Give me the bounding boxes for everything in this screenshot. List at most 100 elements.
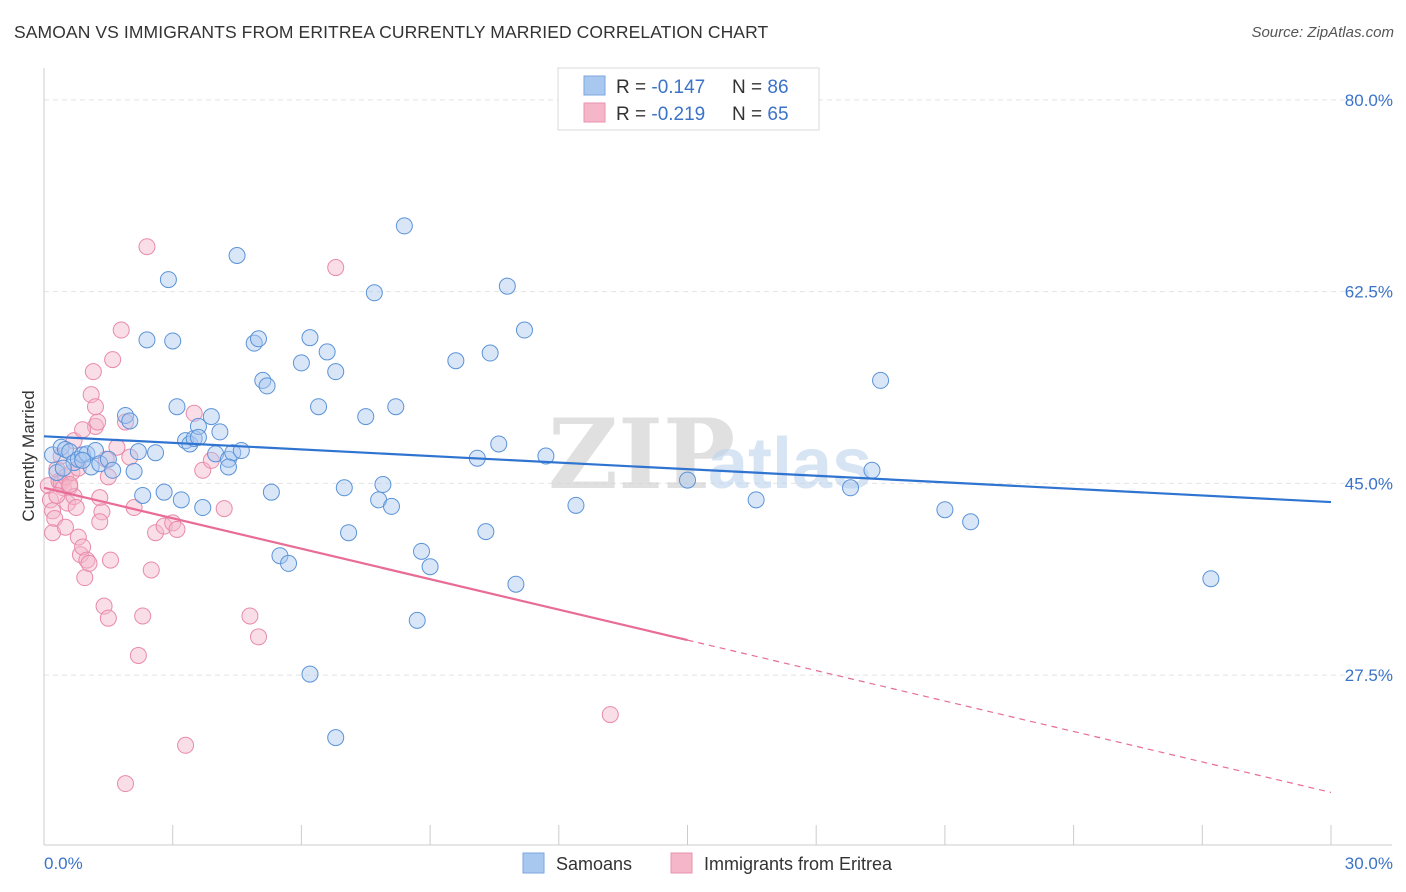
data-point xyxy=(138,331,156,349)
y-tick-label-2: 45.0% xyxy=(1345,474,1393,493)
bottom-legend-swatch-samoans xyxy=(522,852,545,874)
x-tick-labels: 0.0% 30.0% xyxy=(44,854,1393,873)
trend-line-0 xyxy=(43,435,1332,504)
data-point xyxy=(507,575,525,593)
legend-r-label-2: R = xyxy=(616,104,651,125)
data-point xyxy=(490,435,508,453)
data-point xyxy=(82,458,100,476)
trend-line-1 xyxy=(43,486,688,642)
watermark-zip: ZIP xyxy=(548,398,735,511)
bottom-legend-swatch-eritrea xyxy=(670,852,693,874)
data-point xyxy=(413,542,431,560)
data-point xyxy=(168,398,186,416)
data-point xyxy=(168,520,186,538)
data-point xyxy=(74,421,92,439)
data-point xyxy=(1202,570,1220,588)
trend-line-dashed-1 xyxy=(687,639,1332,793)
legend-r-value-1: -0.147 xyxy=(651,77,705,98)
series-points-1 xyxy=(39,238,619,793)
data-point xyxy=(155,483,173,501)
data-point xyxy=(318,343,336,361)
data-point xyxy=(219,458,237,476)
data-point xyxy=(99,609,117,627)
data-point xyxy=(327,259,345,277)
data-point xyxy=(335,479,353,497)
data-point xyxy=(74,538,92,556)
data-point xyxy=(69,528,87,546)
bottom-legend-samoans: Samoans xyxy=(556,854,632,874)
axes xyxy=(43,68,1392,846)
data-point xyxy=(537,447,555,465)
data-point xyxy=(147,444,165,462)
data-point xyxy=(89,413,107,431)
data-point xyxy=(104,461,122,479)
data-point xyxy=(936,501,954,519)
data-point xyxy=(567,496,585,514)
data-point xyxy=(129,443,147,461)
data-point xyxy=(202,408,220,426)
data-point xyxy=(250,330,267,348)
legend-n-value-1: 86 xyxy=(767,77,788,98)
data-point xyxy=(86,417,104,435)
data-point xyxy=(357,408,375,426)
data-point xyxy=(232,442,250,460)
data-point xyxy=(121,412,139,430)
trend-lines xyxy=(43,435,1332,793)
data-point xyxy=(56,518,74,536)
data-point xyxy=(327,729,345,747)
data-point xyxy=(382,497,400,515)
bottom-legend: Samoans Immigrants from Eritrea xyxy=(522,852,893,874)
bottom-legend-eritrea: Immigrants from Eritrea xyxy=(704,854,893,874)
data-point xyxy=(84,363,102,381)
data-point xyxy=(228,247,246,265)
source-label: Source: ZipAtlas.com xyxy=(1251,24,1394,41)
data-point xyxy=(374,476,392,494)
legend-n-label-2: N = xyxy=(732,104,767,125)
data-point xyxy=(280,554,298,572)
data-point xyxy=(747,491,765,509)
data-point xyxy=(172,491,190,509)
legend-n-value-2: 65 xyxy=(767,104,788,125)
x-tick-label-0: 0.0% xyxy=(44,854,83,873)
data-points xyxy=(39,217,1220,793)
y-tick-label-3: 27.5% xyxy=(1345,666,1393,685)
data-point xyxy=(101,551,119,569)
data-point xyxy=(340,524,358,542)
data-point xyxy=(477,523,495,541)
legend-swatch-samoans xyxy=(583,75,606,96)
legend-box: R = -0.147 N = 86 R = -0.219 N = 65 xyxy=(557,67,820,131)
data-point xyxy=(872,371,890,389)
data-point xyxy=(962,513,980,531)
data-point xyxy=(129,646,147,664)
data-point xyxy=(67,499,85,517)
data-point xyxy=(86,398,104,416)
data-point xyxy=(601,706,619,724)
data-point xyxy=(301,329,319,347)
watermark: ZIP atlas xyxy=(548,398,872,511)
data-point xyxy=(395,217,413,235)
watermark-atlas: atlas xyxy=(708,424,872,504)
grid-lines xyxy=(44,99,1392,676)
data-point xyxy=(112,321,130,339)
data-point xyxy=(310,398,328,416)
data-point xyxy=(250,628,267,646)
data-point xyxy=(99,450,117,468)
data-point xyxy=(86,442,104,460)
data-point xyxy=(211,423,229,441)
y-axis-title: Currently Married xyxy=(19,390,38,521)
data-point xyxy=(74,451,92,469)
data-point xyxy=(104,351,122,369)
data-point xyxy=(258,377,276,395)
data-point xyxy=(44,524,62,542)
data-point xyxy=(138,238,156,256)
y-tick-label-1: 62.5% xyxy=(1345,283,1393,302)
data-point xyxy=(863,461,881,479)
data-point xyxy=(164,332,182,350)
legend-n-label-1: N = xyxy=(732,77,767,98)
data-point xyxy=(301,665,319,683)
data-point xyxy=(142,561,160,579)
svg-text:R = -0.147: R = -0.147 xyxy=(616,77,705,98)
data-point xyxy=(159,271,177,289)
data-point xyxy=(679,471,696,489)
